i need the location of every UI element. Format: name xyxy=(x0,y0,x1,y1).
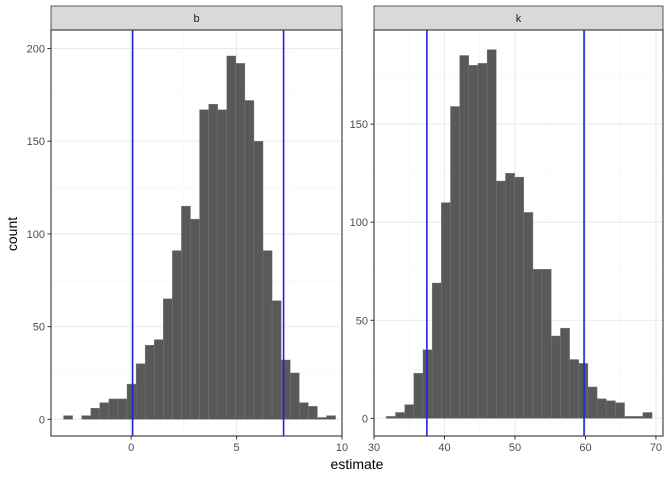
panel-k-bar xyxy=(386,416,396,419)
panel-b-bar xyxy=(271,300,282,420)
panel-k-bar xyxy=(441,202,451,419)
panel-b-y-tick-label: 150 xyxy=(27,136,45,148)
panel-b-bar xyxy=(299,402,309,420)
panel-b-bar xyxy=(172,250,182,420)
panel-b-bar xyxy=(117,398,128,420)
panel-k-x-tick-label: 60 xyxy=(579,442,591,454)
panel-k-bar xyxy=(514,176,524,419)
panel-b-bar xyxy=(90,407,101,420)
panel-b-bar xyxy=(108,398,119,420)
panel-b-strip-label: b xyxy=(193,13,199,25)
panel-b-x-tick-label: 5 xyxy=(234,442,240,454)
panel-b-y-tick-label: 0 xyxy=(39,414,45,426)
panel-b-bar xyxy=(99,402,110,420)
panel-b-bar xyxy=(262,250,273,420)
panel-k-bar xyxy=(551,335,561,419)
y-axis-title: count xyxy=(4,217,20,251)
panel-k-bar xyxy=(395,412,405,419)
panel-k-bar xyxy=(606,400,616,419)
panel-k-border xyxy=(373,29,664,437)
panel-b-bar xyxy=(253,141,264,420)
panel-b-bar xyxy=(235,63,246,420)
panel-b-bar xyxy=(226,55,237,420)
x-axis-title: estimate xyxy=(331,456,384,472)
panel-k-bar xyxy=(569,359,579,419)
panel-k-x-tick-label: 30 xyxy=(368,442,380,454)
panel-b-bar xyxy=(308,406,318,420)
panel-k-bar xyxy=(541,269,552,419)
panel-k-bar xyxy=(477,63,488,419)
panel-b-bar xyxy=(144,344,155,420)
panel-b-bar xyxy=(217,109,227,420)
panel-b-bar xyxy=(126,383,137,420)
panel-b-bar xyxy=(190,218,200,420)
panel-b-bar xyxy=(63,415,73,420)
panel-k-strip xyxy=(373,5,664,31)
panel-b-bar xyxy=(181,205,191,420)
panel-k-y-tick-label: 100 xyxy=(350,217,368,229)
panel-k-x-tick-label: 40 xyxy=(438,442,450,454)
panel-b-bar xyxy=(290,372,300,420)
panel-k-y-tick-label: 50 xyxy=(356,315,368,327)
panel-k-bar xyxy=(624,416,634,419)
panel-k-x-tick-label: 70 xyxy=(650,442,662,454)
panel-b-y-tick-label: 200 xyxy=(27,44,45,56)
panel-b-x-tick-label: 0 xyxy=(128,442,134,454)
panel-k: k 30 40 50 60 70 0 50 100 150 xyxy=(350,5,664,454)
panel-b-bar xyxy=(154,339,164,420)
panel-k-bar xyxy=(523,212,534,419)
panel-k-bar xyxy=(431,282,442,419)
panel-k-bar xyxy=(450,106,460,419)
panel-b-border xyxy=(50,29,343,437)
panel-b-bar xyxy=(81,415,91,420)
panel-k-x-tick-label: 50 xyxy=(509,442,521,454)
panel-k-bar xyxy=(532,269,543,419)
panel-k-bar xyxy=(633,416,644,419)
panel-k-strip-label: k xyxy=(516,13,522,25)
panel-b-y-tick-label: 50 xyxy=(33,322,45,334)
panel-k-bar xyxy=(642,412,653,419)
panel-b-y-tick-label: 100 xyxy=(27,229,45,241)
panel-k-bar xyxy=(468,65,479,419)
panel-k-y-tick-label: 0 xyxy=(362,413,368,425)
panel-k-bar xyxy=(496,180,506,419)
panel-b-bar xyxy=(208,103,218,420)
panel-b-strip xyxy=(50,5,343,31)
panel-b-x-tick-label: 10 xyxy=(336,442,348,454)
panel-b-bar xyxy=(199,109,209,420)
panel-k-bar xyxy=(505,172,515,419)
panel-k-bar xyxy=(596,398,607,419)
panel-k-bar xyxy=(615,402,625,419)
panel-k-bar xyxy=(587,386,598,419)
panel-b-bar xyxy=(280,359,291,420)
panel-k-bar xyxy=(413,373,424,419)
panel-b-bar xyxy=(317,417,327,420)
panel-k-bar xyxy=(560,327,570,419)
panel-b-bar xyxy=(163,298,173,420)
panel-b-bar xyxy=(326,415,336,420)
panel-b-bar xyxy=(244,100,255,420)
panel-k-y-tick-label: 150 xyxy=(350,119,368,131)
panel-b-bar xyxy=(135,363,146,420)
panel-k-bar xyxy=(459,55,470,419)
panel-k-bar xyxy=(486,49,497,419)
panel-k-bar xyxy=(404,404,415,419)
